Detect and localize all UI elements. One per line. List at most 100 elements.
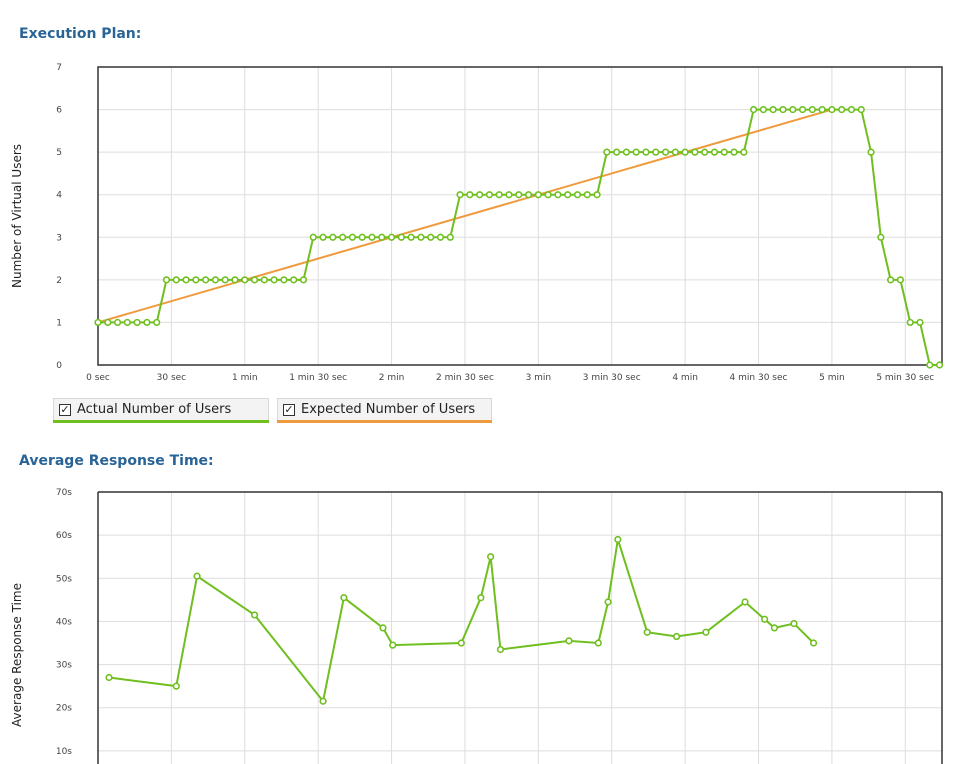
actual-users-point <box>524 191 533 199</box>
response-time-point <box>172 682 180 690</box>
actual-users-point <box>309 233 317 241</box>
response-time-point <box>389 641 397 649</box>
actual-users-point <box>113 318 122 327</box>
y-tick-label: 2 <box>56 276 62 286</box>
actual-users-point <box>720 148 728 156</box>
actual-users-point <box>759 105 768 114</box>
x-tick-label: 3 min <box>526 373 552 383</box>
actual-users-point <box>104 318 112 327</box>
actual-users-point <box>231 276 239 284</box>
x-tick-label: 5 min <box>819 373 845 383</box>
actual-users-point <box>123 318 131 327</box>
actual-users-point <box>867 148 875 156</box>
y-tick-label: 1 <box>56 318 62 328</box>
actual-users-point <box>378 233 386 241</box>
execution-plan-title: Execution Plan: <box>19 26 142 42</box>
response-time-point <box>672 632 681 641</box>
actual-users-point <box>544 191 552 199</box>
response-time-point <box>604 598 612 606</box>
actual-users-point <box>740 148 748 156</box>
actual-users-point <box>397 233 405 241</box>
actual-users-point <box>94 318 102 327</box>
actual-users-point <box>935 361 944 369</box>
actual-users-point <box>348 233 357 241</box>
actual-users-point <box>730 148 738 156</box>
y-tick-label: 6 <box>56 106 62 116</box>
y-axis-label: Average Response Time <box>10 583 24 727</box>
actual-users-point <box>162 276 171 284</box>
actual-users-point <box>172 276 180 284</box>
legend-actual-users[interactable]: ✓ Actual Number of Users <box>53 398 269 423</box>
response-time-point <box>319 697 327 705</box>
response-time-point <box>193 572 201 580</box>
y-tick-label: 30s <box>56 661 72 671</box>
x-tick-label: 2 min 30 sec <box>436 373 494 383</box>
actual-users-point <box>270 276 278 284</box>
actual-users-point <box>153 318 161 327</box>
response-time-point <box>702 628 710 636</box>
actual-users-point <box>133 318 141 327</box>
x-tick-label: 4 min 30 sec <box>730 373 788 383</box>
y-tick-label: 4 <box>56 191 62 201</box>
actual-users-point <box>701 148 709 156</box>
response-time-point <box>250 611 259 619</box>
actual-users-point <box>847 105 856 114</box>
response-time-chart: 10s 20s 30s 40s 50s 60s 70s Average Response Ti… <box>10 488 943 764</box>
response-time-point <box>340 594 348 602</box>
actual-users-point <box>485 191 494 199</box>
actual-users-point <box>642 148 650 156</box>
actual-users-point <box>613 148 621 156</box>
response-time-point <box>379 624 387 632</box>
actual-users-point <box>681 148 689 156</box>
actual-users-point <box>182 276 190 284</box>
x-tick-label: 1 min 30 sec <box>289 373 347 383</box>
actual-users-point <box>857 105 865 114</box>
response-time-line <box>108 539 815 704</box>
actual-users-point <box>339 233 347 241</box>
response-time-point <box>614 535 622 544</box>
y-tick-label: 3 <box>56 233 62 243</box>
actual-users-point <box>877 233 885 241</box>
y-tick-label: 60s <box>56 531 72 541</box>
actual-users-point <box>407 233 415 241</box>
actual-users-point <box>632 148 640 156</box>
actual-users-point <box>495 191 503 199</box>
actual-users-point <box>436 233 445 241</box>
y-axis-label: Number of Virtual Users <box>10 144 24 288</box>
actual-users-point <box>554 191 562 199</box>
actual-users-point <box>573 191 582 199</box>
y-tick-label: 7 <box>56 63 62 73</box>
actual-users-point <box>916 318 924 327</box>
expected-users-line <box>97 108 833 324</box>
actual-users-point <box>446 233 454 241</box>
response-time-point <box>496 645 505 654</box>
response-time-point <box>457 639 465 647</box>
actual-users-point <box>192 276 200 284</box>
actual-users-point <box>417 233 425 241</box>
actual-users-point <box>515 191 523 199</box>
actual-users-point <box>583 191 591 199</box>
y-tick-label: 5 <box>56 148 62 158</box>
actual-users-point <box>221 276 229 284</box>
y-tick-label: 20s <box>56 704 72 714</box>
actual-users-point <box>798 105 807 114</box>
x-tick-label: 3 min 30 sec <box>583 373 641 383</box>
response-time-point <box>761 615 769 623</box>
actual-users-point <box>906 318 914 327</box>
legend-expected-users[interactable]: ✓ Expected Number of Users <box>277 398 492 423</box>
x-tick-label: 30 sec <box>157 373 187 383</box>
actual-users-point <box>896 276 905 284</box>
checkbox-icon[interactable]: ✓ <box>59 402 71 416</box>
actual-users-point <box>818 105 826 114</box>
checkbox-icon[interactable]: ✓ <box>283 402 295 416</box>
actual-users-point <box>250 276 259 284</box>
actual-users-point <box>808 105 816 114</box>
actual-users-point <box>319 233 327 241</box>
actual-users-point <box>622 148 631 156</box>
response-time-point <box>790 619 798 628</box>
actual-users-point <box>769 105 777 114</box>
response-time-point <box>477 594 485 602</box>
actual-users-point <box>329 233 337 241</box>
execution-plan-chart: 0 1 2 3 4 5 6 7 0 sec 30 sec 1 min 1 min 30 sec 2 mi… <box>10 63 944 383</box>
plot-frame <box>97 66 943 366</box>
